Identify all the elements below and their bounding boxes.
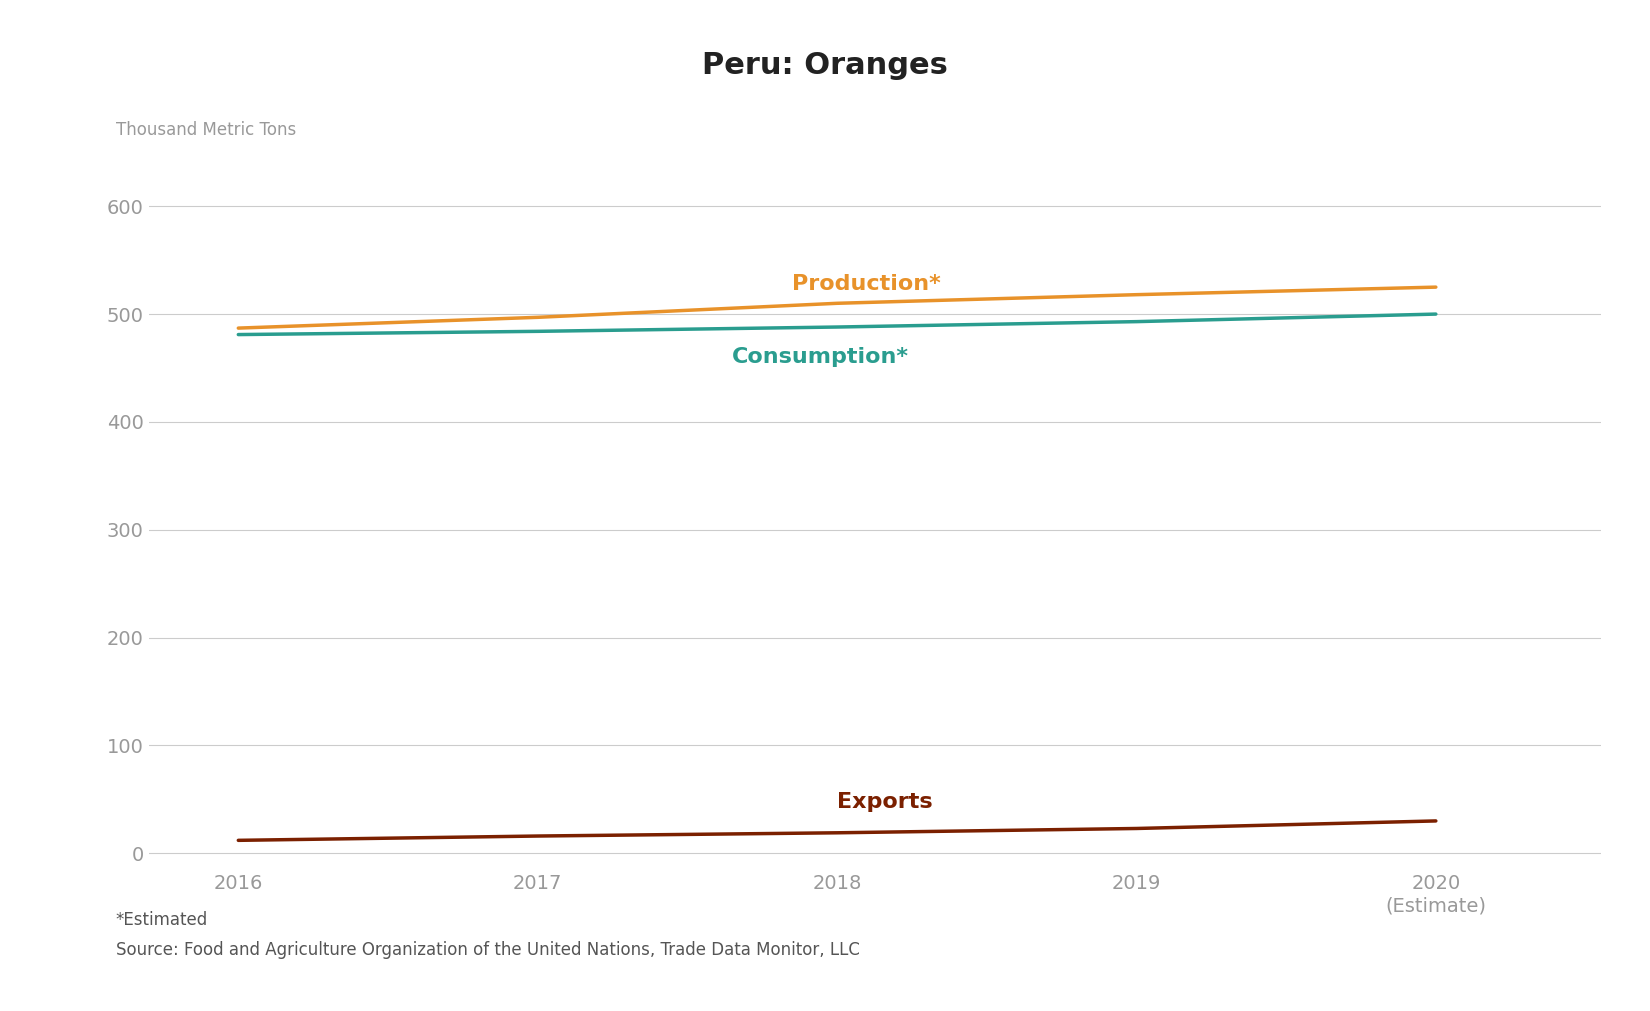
Text: *Estimated: *Estimated: [116, 911, 208, 929]
Text: Peru: Oranges: Peru: Oranges: [701, 51, 949, 80]
Text: Thousand Metric Tons: Thousand Metric Tons: [116, 121, 295, 140]
Text: Exports: Exports: [837, 792, 932, 812]
Text: Source: Food and Agriculture Organization of the United Nations, Trade Data Moni: Source: Food and Agriculture Organizatio…: [116, 941, 860, 959]
Text: Production*: Production*: [792, 274, 940, 294]
Text: Consumption*: Consumption*: [733, 347, 909, 367]
